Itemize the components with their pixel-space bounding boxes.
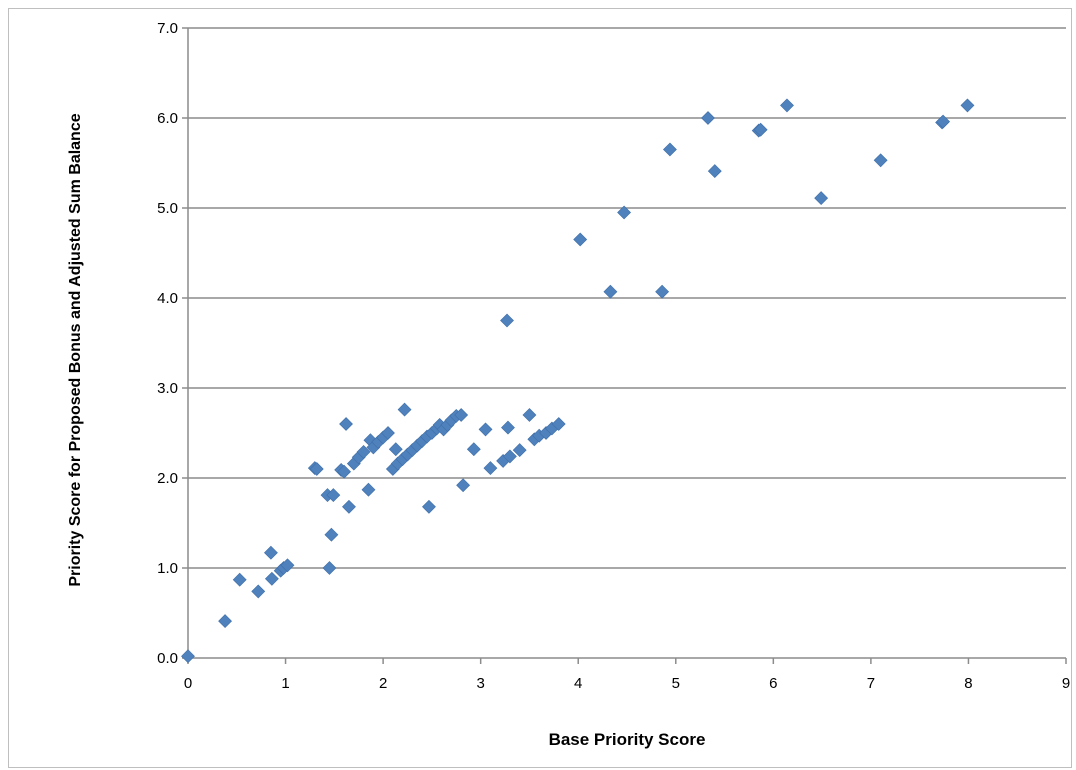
data-point	[707, 164, 722, 179]
data-point	[454, 408, 469, 422]
x-tick-label: 8	[964, 675, 972, 692]
data-point	[466, 442, 481, 457]
data-point	[936, 114, 951, 129]
y-tick-label: 5.0	[157, 200, 178, 217]
data-point	[500, 313, 514, 328]
data-point	[522, 408, 537, 422]
y-tick-label: 1.0	[157, 560, 178, 577]
data-point	[381, 426, 395, 440]
y-tick-label: 7.0	[157, 20, 178, 37]
y-tick-labels: 0.0 1.0 2.0 3.0 4.0 5.0 6.0 7.0	[157, 20, 178, 667]
data-point	[551, 417, 566, 431]
x-axis-title: Base Priority Score	[549, 730, 706, 749]
x-tick-label: 3	[476, 675, 484, 692]
x-tick-label: 1	[281, 675, 289, 692]
y-tick-label: 0.0	[157, 650, 178, 667]
data-point	[456, 478, 471, 493]
data-points	[181, 98, 975, 664]
gridlines	[188, 27, 1066, 569]
data-point	[309, 462, 324, 476]
data-point	[655, 284, 670, 299]
data-point	[264, 571, 279, 586]
data-point	[503, 449, 517, 464]
y-tick-label: 4.0	[157, 290, 178, 307]
data-point	[512, 443, 527, 458]
data-point	[397, 402, 412, 417]
data-point	[603, 284, 618, 299]
x-tick-label: 7	[867, 675, 875, 692]
x-tick-label: 5	[672, 675, 680, 692]
data-point	[324, 527, 339, 542]
data-point	[342, 499, 356, 514]
x-tick-label: 6	[769, 675, 777, 692]
data-point	[326, 488, 341, 503]
y-tick-label: 3.0	[157, 380, 178, 397]
data-point	[322, 561, 337, 575]
data-point	[617, 205, 631, 220]
data-point	[573, 232, 588, 247]
data-point	[422, 499, 436, 514]
x-tick-label: 0	[184, 675, 192, 692]
data-point	[483, 461, 498, 476]
axes	[182, 27, 1067, 664]
data-point	[232, 572, 247, 587]
data-point	[388, 442, 403, 457]
data-point	[780, 98, 794, 113]
data-point	[960, 98, 975, 113]
data-point	[356, 444, 371, 459]
data-point	[501, 420, 515, 435]
data-point	[662, 142, 677, 157]
data-point	[218, 614, 232, 629]
x-tick-label: 2	[379, 675, 387, 692]
data-point	[339, 417, 353, 431]
data-point	[263, 545, 278, 560]
data-point	[251, 584, 266, 599]
data-point	[361, 482, 376, 497]
data-point	[753, 122, 768, 137]
data-point	[873, 153, 888, 168]
data-point	[478, 422, 493, 437]
x-tick-label: 4	[574, 675, 582, 692]
data-point	[337, 464, 352, 479]
x-tick-label: 9	[1062, 675, 1070, 692]
x-tick-labels: 0 1 2 3 4 5 6 7 8 9	[184, 675, 1070, 692]
data-point	[280, 558, 295, 573]
data-point	[701, 111, 715, 125]
y-axis-title: Priority Score for Proposed Bonus and Ad…	[67, 113, 84, 586]
y-tick-label: 2.0	[157, 470, 178, 487]
data-point	[181, 649, 195, 664]
data-point	[814, 191, 829, 206]
y-tick-label: 6.0	[157, 110, 178, 127]
